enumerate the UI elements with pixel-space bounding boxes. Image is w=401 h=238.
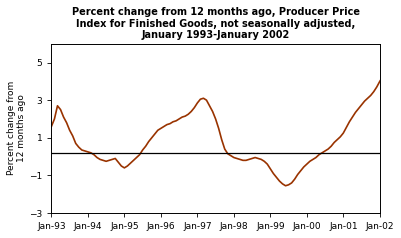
Y-axis label: Percent change from
12 months ago: Percent change from 12 months ago — [7, 81, 26, 175]
Title: Percent change from 12 months ago, Producer Price
Index for Finished Goods, not : Percent change from 12 months ago, Produ… — [72, 7, 360, 40]
